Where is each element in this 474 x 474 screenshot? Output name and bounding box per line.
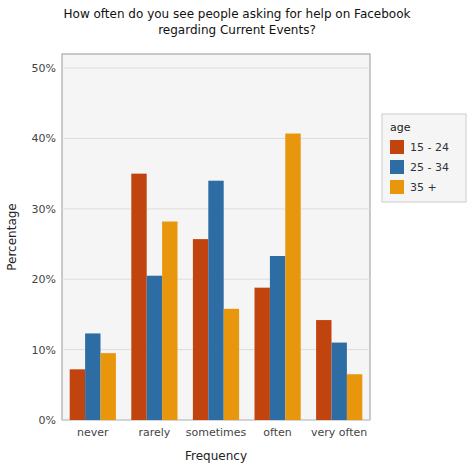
legend-swatch xyxy=(390,180,404,194)
bar xyxy=(193,239,208,420)
y-tick-label: 10% xyxy=(32,344,56,357)
bar xyxy=(85,333,100,420)
bar xyxy=(347,374,362,420)
x-tick-label: never xyxy=(77,426,109,439)
grid-line xyxy=(62,68,370,69)
legend-swatch xyxy=(390,160,404,174)
bar xyxy=(224,309,239,420)
bars xyxy=(70,134,363,420)
bar xyxy=(70,369,85,420)
bar xyxy=(101,353,116,420)
title: How often do you see people asking for h… xyxy=(64,7,411,37)
bar xyxy=(255,288,270,420)
x-tick-label: sometimes xyxy=(186,426,247,439)
y-axis-label: Percentage xyxy=(5,203,19,271)
y-tick-label: 20% xyxy=(32,273,56,286)
y-tick-label: 30% xyxy=(32,203,56,216)
legend: age 15 - 24 25 - 34 35 + xyxy=(382,114,466,202)
legend-label: 15 - 24 xyxy=(410,141,449,154)
bar xyxy=(270,256,285,420)
bar xyxy=(316,320,331,420)
grid-line xyxy=(62,138,370,139)
x-tick-label: very often xyxy=(311,426,367,439)
bar xyxy=(131,174,146,420)
bar xyxy=(285,134,300,420)
y-tick-label: 40% xyxy=(32,132,56,145)
bar xyxy=(147,276,162,420)
y-tick-label: 50% xyxy=(32,62,56,75)
legend-label: 35 + xyxy=(410,181,437,194)
legend-swatch xyxy=(390,140,404,154)
bar xyxy=(332,343,347,420)
chart: 0% 10% 20% 30% 40% 50% never rarely sometimes oft… xyxy=(0,0,474,474)
x-axis-label: Frequency xyxy=(185,449,247,463)
legend-box xyxy=(382,114,466,202)
legend-title: age xyxy=(390,121,411,134)
legend-label: 25 - 34 xyxy=(410,161,449,174)
x-tick-label: often xyxy=(263,426,291,439)
bar xyxy=(208,181,223,420)
bar xyxy=(162,222,177,420)
y-tick-label: 0% xyxy=(39,414,56,427)
plot-area xyxy=(62,54,370,420)
x-tick-label: rarely xyxy=(138,426,170,439)
